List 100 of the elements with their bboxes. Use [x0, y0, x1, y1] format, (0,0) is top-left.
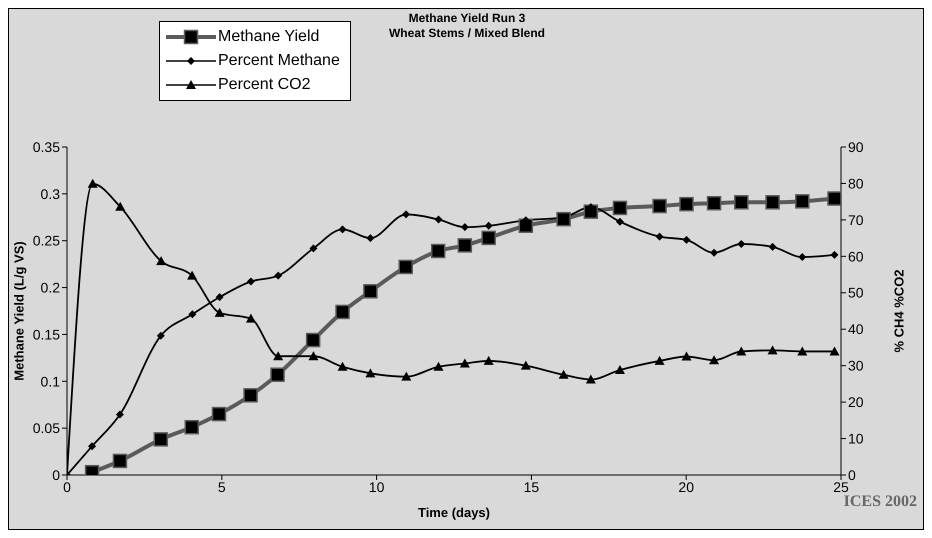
point — [460, 358, 470, 368]
point — [398, 260, 413, 274]
point — [827, 191, 841, 206]
point — [338, 225, 347, 234]
point — [458, 238, 472, 253]
y-tick-label: 0.2 — [40, 280, 60, 296]
y-tick-label: 0.35 — [32, 138, 60, 155]
point — [246, 277, 255, 286]
point — [156, 332, 165, 340]
y2-tick-label: 70 — [848, 212, 864, 228]
point — [797, 346, 808, 356]
point — [484, 222, 493, 230]
point — [184, 420, 200, 434]
point — [430, 244, 446, 258]
point — [484, 356, 494, 365]
point — [520, 360, 531, 370]
point — [736, 346, 746, 356]
point — [270, 367, 285, 382]
y2-tick-label: 40 — [848, 321, 864, 338]
point — [614, 365, 625, 374]
point — [710, 248, 718, 257]
point — [154, 432, 168, 447]
y-tick-label: 0.3 — [40, 186, 60, 202]
point — [481, 230, 496, 246]
point — [243, 388, 258, 403]
point — [309, 244, 318, 252]
point — [765, 195, 780, 210]
point — [460, 223, 469, 232]
point — [308, 351, 318, 360]
y2-tick-label: 50 — [848, 284, 864, 301]
point — [652, 198, 667, 214]
y-tick-label: 0 — [52, 466, 60, 483]
point — [115, 202, 126, 211]
legend-label: Percent Methane — [218, 52, 340, 70]
text: ICES 2002 — [844, 493, 917, 511]
x-tick-label: 10 — [368, 478, 385, 495]
y-tick-label: 0.25 — [32, 232, 60, 249]
y-tick-label: 0.1 — [40, 373, 60, 390]
point — [214, 308, 225, 317]
y-axis-title: Methane Yield (L/g VS) — [12, 241, 27, 381]
y2-tick-label: 10 — [848, 430, 864, 447]
point — [679, 196, 694, 212]
point — [434, 362, 444, 371]
point — [335, 304, 350, 320]
point — [188, 310, 196, 318]
point — [274, 272, 282, 280]
point — [363, 284, 378, 299]
point — [216, 293, 224, 302]
point — [682, 236, 691, 244]
legend-label: Percent CO2 — [218, 76, 310, 94]
y2-axis-title: % CH4 %CO2 — [892, 269, 907, 353]
y2-tick-label: 90 — [848, 138, 864, 155]
point — [306, 332, 320, 348]
x-tick-label: 0 — [63, 478, 72, 495]
point — [434, 216, 443, 224]
point — [616, 218, 624, 226]
point — [795, 194, 810, 209]
x-tick-label: 15 — [524, 478, 540, 495]
point — [737, 240, 746, 248]
x-tick-label: 25 — [833, 478, 849, 495]
y2-tick-label: 80 — [848, 175, 864, 192]
legend-label: Methane Yield — [218, 28, 320, 46]
point — [365, 368, 376, 378]
point — [654, 356, 665, 365]
point — [88, 442, 96, 450]
y2-tick-label: 60 — [848, 248, 864, 264]
point — [401, 372, 412, 381]
point — [830, 346, 840, 356]
x-axis-title: Time (days) — [418, 505, 490, 520]
point — [830, 250, 838, 259]
point — [556, 212, 571, 226]
point — [246, 314, 256, 323]
point — [212, 406, 226, 422]
point — [156, 256, 166, 266]
point — [112, 454, 128, 468]
point — [612, 200, 628, 216]
point — [88, 178, 98, 188]
y2-tick-label: 0 — [848, 466, 856, 483]
point — [734, 195, 749, 210]
point — [187, 270, 198, 280]
y-tick-label: 0.15 — [32, 326, 60, 342]
point — [402, 210, 410, 218]
x-tick-label: 20 — [678, 478, 694, 495]
point — [338, 362, 348, 371]
point — [682, 352, 692, 361]
chart-subtitle: Wheat Stems / Mixed Blend — [388, 26, 546, 40]
chart-title: Methane Yield Run 3 — [408, 11, 526, 26]
y2-tick-label: 30 — [848, 358, 864, 374]
point — [586, 374, 596, 384]
point — [706, 196, 722, 210]
point — [273, 351, 284, 360]
point — [709, 355, 720, 364]
point — [798, 253, 806, 262]
point — [656, 232, 664, 241]
y2-tick-label: 20 — [848, 394, 864, 410]
point — [366, 234, 374, 242]
y-tick-label: 0.05 — [32, 420, 60, 436]
point — [116, 410, 124, 418]
point — [768, 242, 777, 251]
point — [768, 345, 778, 354]
